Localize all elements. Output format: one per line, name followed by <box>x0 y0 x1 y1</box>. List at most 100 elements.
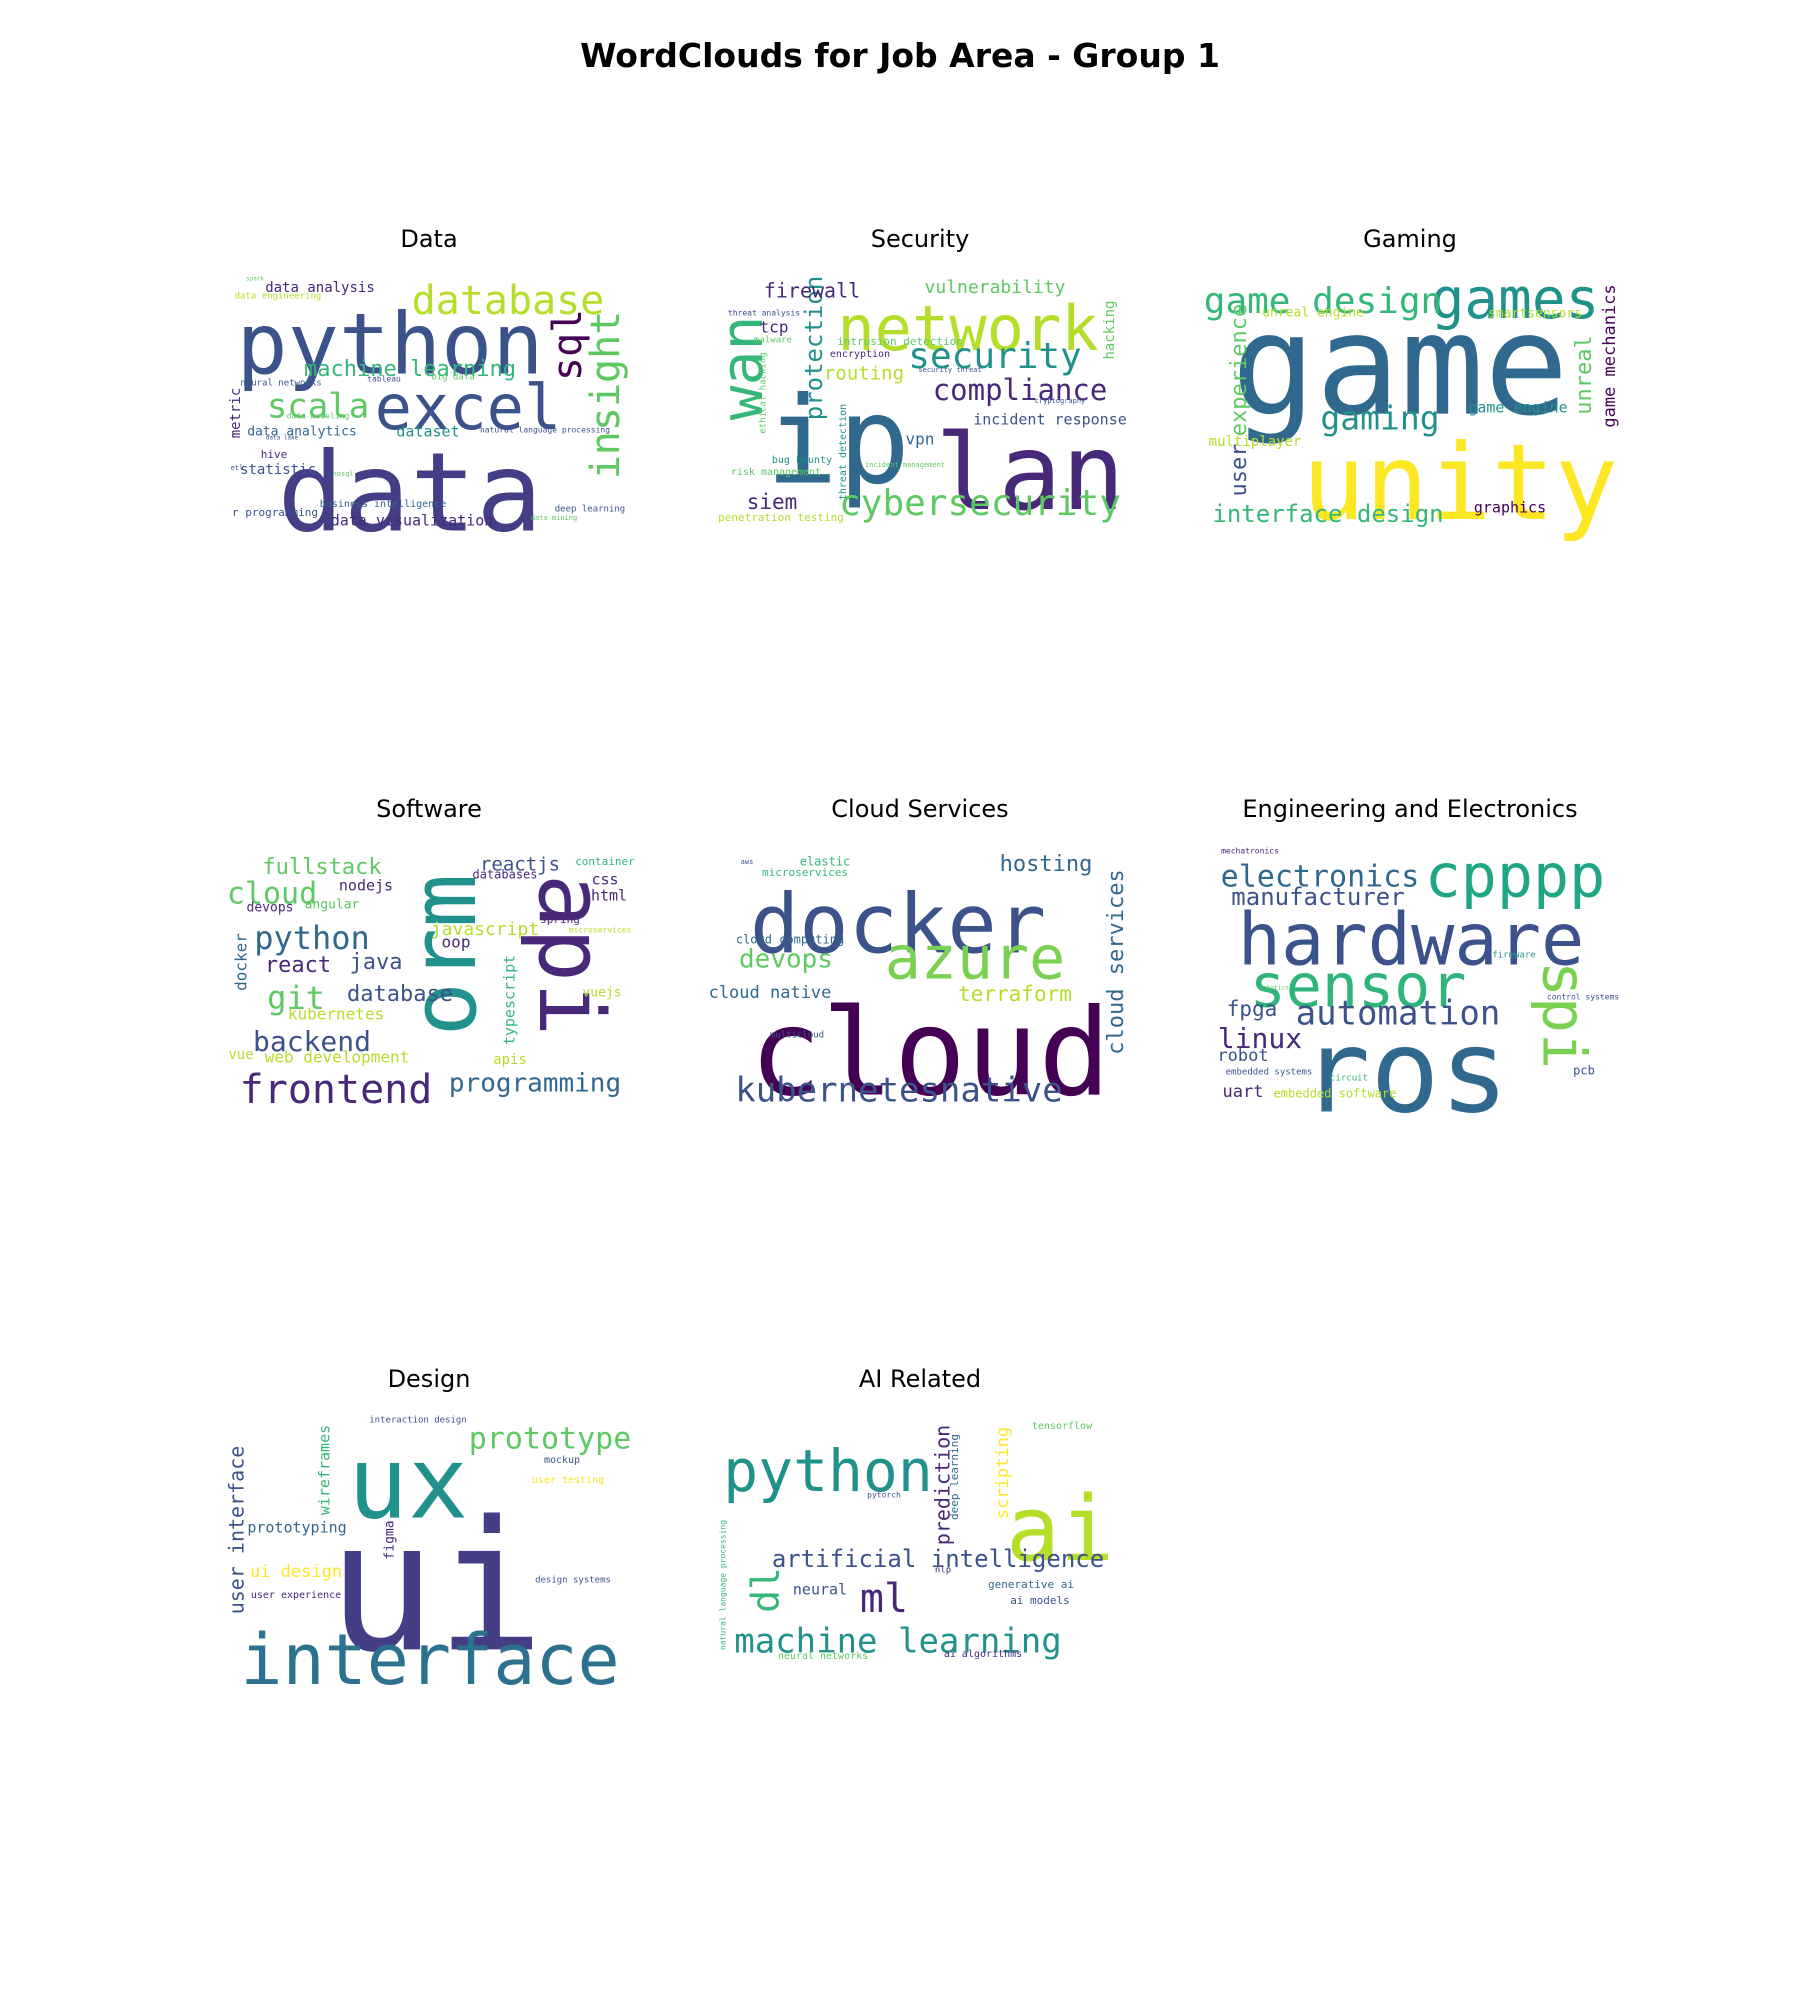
word: data analytics <box>247 425 357 440</box>
word: terraform <box>958 982 1072 1006</box>
word: security threat <box>918 366 981 374</box>
word: prediction <box>931 1425 955 1545</box>
word: game design <box>1204 281 1442 322</box>
panel-title-data: Data <box>400 225 458 253</box>
word: ml <box>860 1576 908 1622</box>
word: siem <box>747 490 798 514</box>
word: oop <box>442 933 471 952</box>
word: docker <box>750 877 1046 972</box>
word: cpppp <box>1425 842 1606 912</box>
word: dl <box>744 1567 788 1613</box>
word: scripting <box>993 1427 1013 1519</box>
word: tcp <box>760 318 789 337</box>
word: hive <box>261 448 288 461</box>
word: incident management <box>865 461 945 469</box>
word: web development <box>265 1048 410 1067</box>
word: typescript <box>501 955 519 1045</box>
word: uart <box>1223 1082 1264 1102</box>
word: interface design <box>1212 500 1443 528</box>
word: r programming <box>232 506 318 519</box>
word: artificial intelligence <box>772 1545 1104 1573</box>
word: gaming <box>1320 399 1439 438</box>
word: interaction design <box>369 1416 467 1426</box>
word: wireframes <box>316 1425 334 1515</box>
word: control systems <box>1547 993 1619 1002</box>
word: manufacturer <box>1231 883 1404 911</box>
word: tensorflow <box>1032 1421 1093 1432</box>
word: ux <box>348 1424 468 1541</box>
panel-title-security: Security <box>870 225 970 253</box>
word: docker <box>232 933 251 991</box>
word: python <box>254 919 370 957</box>
word: game engine <box>1468 399 1567 417</box>
word: natural language processing <box>480 426 610 435</box>
word: deep learning <box>555 505 625 515</box>
word: cloud <box>749 985 1110 1124</box>
word: azure <box>885 924 1066 994</box>
word: ros <box>1301 1006 1509 1140</box>
word: games <box>1431 267 1600 332</box>
panel-title-cloud-services: Cloud Services <box>831 795 1009 823</box>
word: mockup <box>544 1455 580 1466</box>
word: robotics <box>1260 985 1289 992</box>
word: pcb <box>1573 1064 1595 1078</box>
word: security <box>908 336 1081 377</box>
word: neural <box>793 1581 847 1599</box>
word: ethical hacking <box>759 352 769 433</box>
word: game <box>1231 285 1568 448</box>
word: data visualization <box>331 512 494 530</box>
word: embedded systems <box>1226 1068 1313 1078</box>
panel-title-design: Design <box>387 1365 471 1393</box>
word: cloud computing <box>736 933 844 947</box>
word: electronics <box>1221 860 1420 895</box>
word: etl <box>231 464 244 472</box>
word: deep learning <box>948 1434 961 1520</box>
wordcloud-ai-related: ai python machine learning artificial intel… <box>719 1421 1115 1662</box>
word: spring <box>540 913 580 926</box>
word: javascript <box>431 919 539 940</box>
word: cloud native <box>709 983 832 1003</box>
word: pytorch <box>867 1491 901 1500</box>
word: robot <box>1217 1046 1268 1066</box>
word: user interface <box>225 1446 249 1615</box>
word: apis <box>493 1052 527 1068</box>
word: scala <box>267 387 369 427</box>
word: firewall <box>764 279 860 303</box>
word: ai algorithms <box>944 1649 1022 1660</box>
word: design systems <box>535 1576 611 1586</box>
panel-title-software: Software <box>376 795 482 823</box>
word: unreal engine <box>1262 306 1364 321</box>
word: cloud services <box>1104 869 1129 1054</box>
word: embedded software <box>1274 1087 1397 1101</box>
word: ui design <box>250 1562 342 1582</box>
word: user <box>1227 444 1252 497</box>
word: firmware <box>1492 951 1535 961</box>
word: ui <box>328 1483 545 1692</box>
word: generative ai <box>988 1578 1074 1591</box>
word: html <box>591 887 627 905</box>
word: fullstack <box>262 855 381 880</box>
word: graphics <box>1474 499 1546 517</box>
word: unity <box>1302 422 1618 544</box>
word: big data <box>431 373 474 383</box>
word: data modeling <box>287 412 350 421</box>
word: multicloud <box>770 1031 824 1041</box>
word: data analysis <box>265 280 375 296</box>
word: penetration testing <box>718 511 844 524</box>
word: ip <box>766 373 911 512</box>
word: metric <box>228 388 244 439</box>
word: ai models <box>1010 1594 1070 1607</box>
word: data <box>278 428 543 556</box>
word: automation <box>1296 994 1501 1034</box>
word: network <box>837 292 1098 365</box>
word: tableau <box>367 375 401 384</box>
word: business intelligence <box>320 499 446 510</box>
word: threat analysis <box>728 309 800 318</box>
word: microservices <box>762 866 848 879</box>
word: machine learning <box>304 357 516 382</box>
word: ai <box>1006 1477 1114 1582</box>
word: sql <box>545 309 591 381</box>
